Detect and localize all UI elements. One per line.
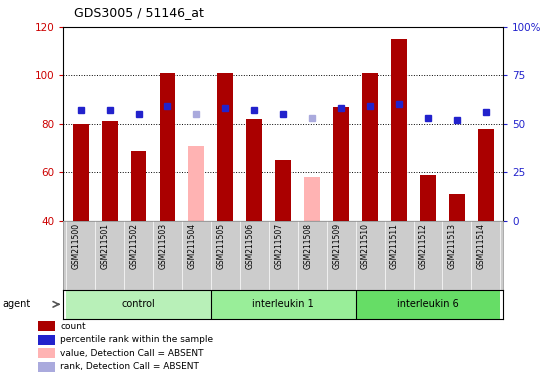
Text: control: control (122, 299, 156, 310)
Bar (276, 160, 291, 221)
Bar (130, 151, 146, 221)
Bar (391, 39, 407, 221)
Bar (37, 335, 56, 344)
Text: interleukin 6: interleukin 6 (397, 299, 459, 310)
Bar (160, 73, 175, 221)
Text: value, Detection Call = ABSENT: value, Detection Call = ABSENT (60, 349, 204, 358)
Text: GSM211514: GSM211514 (477, 223, 486, 269)
Text: GSM211510: GSM211510 (361, 223, 370, 269)
Bar (478, 129, 494, 221)
Text: GSM211507: GSM211507 (274, 223, 283, 269)
Bar (37, 348, 56, 358)
Bar (246, 119, 262, 221)
Text: GSM211503: GSM211503 (158, 223, 167, 269)
Bar (333, 107, 349, 221)
Bar (304, 177, 320, 221)
Bar (37, 321, 56, 331)
Text: GSM211506: GSM211506 (245, 223, 254, 269)
Text: rank, Detection Call = ABSENT: rank, Detection Call = ABSENT (60, 362, 199, 371)
Text: agent: agent (3, 299, 31, 310)
Bar (356, 290, 500, 319)
Bar (102, 121, 118, 221)
Bar (73, 124, 89, 221)
Bar (362, 73, 378, 221)
Bar (449, 194, 465, 221)
Text: GSM211501: GSM211501 (101, 223, 109, 269)
Text: GDS3005 / 51146_at: GDS3005 / 51146_at (74, 6, 204, 19)
Text: percentile rank within the sample: percentile rank within the sample (60, 335, 213, 344)
Bar (211, 290, 356, 319)
Text: GSM211505: GSM211505 (216, 223, 225, 269)
Text: GSM211500: GSM211500 (72, 223, 81, 269)
Text: GSM211509: GSM211509 (332, 223, 341, 269)
Text: GSM211512: GSM211512 (419, 223, 428, 269)
Bar (66, 290, 211, 319)
Bar (37, 362, 56, 372)
Text: GSM211511: GSM211511 (390, 223, 399, 269)
Text: GSM211513: GSM211513 (448, 223, 457, 269)
Bar (217, 73, 233, 221)
Text: GSM211504: GSM211504 (188, 223, 196, 269)
Text: count: count (60, 321, 86, 331)
Bar (189, 146, 205, 221)
Text: GSM211508: GSM211508 (303, 223, 312, 269)
Text: GSM211502: GSM211502 (129, 223, 139, 269)
Text: interleukin 1: interleukin 1 (252, 299, 314, 310)
Bar (420, 175, 436, 221)
